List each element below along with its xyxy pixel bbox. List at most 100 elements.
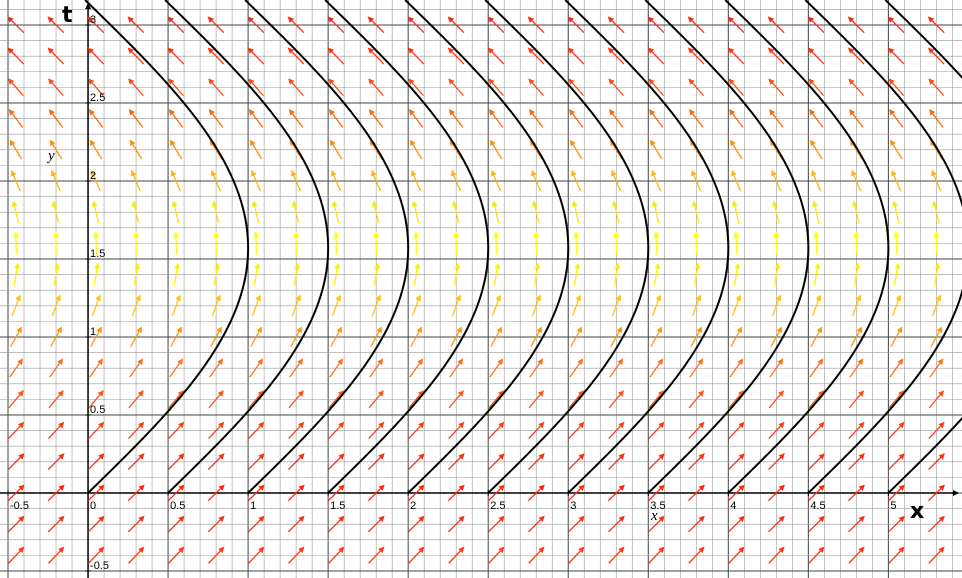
field-arrow	[690, 326, 703, 347]
field-arrow	[127, 16, 145, 34]
field-arrow	[208, 546, 225, 564]
x-tick-label: 1.5	[330, 500, 345, 512]
field-arrow	[328, 546, 345, 564]
field-arrow	[331, 294, 342, 317]
field-arrow	[291, 169, 302, 192]
annotation: x	[650, 508, 658, 524]
field-arrow	[932, 200, 940, 224]
field-arrow	[487, 453, 505, 470]
field-arrow	[848, 47, 865, 65]
field-arrow	[610, 139, 623, 160]
field-arrow	[368, 108, 384, 128]
field-arrow	[493, 231, 500, 255]
field-arrow	[128, 421, 145, 440]
field-arrow	[87, 515, 105, 533]
field-arrow	[647, 484, 665, 502]
field-arrow	[929, 358, 944, 378]
field-arrow	[89, 358, 104, 378]
field-arrow	[409, 139, 423, 160]
field-arrow	[491, 169, 502, 192]
field-arrow	[453, 262, 461, 286]
field-arrow	[487, 484, 505, 502]
field-arrow	[10, 326, 22, 347]
field-arrow	[250, 326, 263, 347]
field-arrow	[648, 546, 665, 564]
field-arrow	[609, 108, 624, 128]
field-arrow	[88, 78, 104, 97]
field-arrow	[768, 546, 785, 564]
field-arrow	[488, 78, 504, 97]
field-arrow	[47, 47, 65, 65]
field-arrow	[890, 326, 903, 347]
field-arrow	[171, 200, 180, 224]
field-arrow	[328, 108, 344, 128]
field-arrow	[689, 358, 704, 378]
field-arrow	[928, 390, 945, 409]
field-arrow	[448, 108, 464, 128]
x-tick-label: 0.5	[170, 500, 185, 512]
field-arrow	[567, 515, 585, 533]
field-arrow	[528, 390, 544, 409]
field-arrow	[527, 453, 545, 470]
field-arrow	[891, 169, 902, 192]
field-arrow	[327, 515, 345, 533]
x-tick-label: 4.5	[810, 500, 825, 512]
field-arrow	[648, 78, 665, 97]
field-arrow	[649, 108, 664, 128]
field-arrow	[728, 515, 745, 533]
field-arrow	[573, 231, 580, 255]
field-arrow	[688, 515, 705, 533]
field-arrow	[9, 139, 23, 160]
field-arrow	[327, 484, 345, 502]
field-arrow	[168, 78, 184, 97]
field-arrow	[333, 262, 341, 286]
field-arrow	[527, 515, 545, 533]
field-arrow	[928, 78, 945, 97]
field-arrow	[809, 108, 824, 128]
field-arrow	[850, 326, 863, 347]
field-arrow	[169, 139, 183, 160]
field-arrow	[408, 546, 425, 564]
field-arrow	[288, 546, 305, 564]
field-arrow	[528, 78, 544, 97]
solution-curve	[404, 0, 570, 494]
field-arrow	[7, 484, 25, 502]
field-arrow	[567, 484, 585, 502]
field-arrow	[168, 421, 185, 440]
field-arrow	[688, 546, 705, 564]
field-arrow	[610, 326, 623, 347]
field-arrow	[51, 200, 60, 224]
field-arrow	[451, 200, 460, 224]
field-arrow	[367, 484, 385, 502]
field-arrow	[567, 47, 585, 65]
x-tick-label: 3	[570, 500, 576, 512]
field-arrow	[291, 294, 302, 317]
field-arrow	[928, 484, 945, 502]
field-arrow	[487, 16, 505, 34]
field-arrow	[888, 484, 905, 502]
field-arrow	[808, 390, 825, 409]
field-arrow	[211, 294, 221, 317]
field-arrow	[490, 326, 503, 347]
field-arrow	[368, 390, 384, 409]
field-arrow	[209, 358, 224, 378]
x-axis-label: x	[910, 499, 924, 524]
field-arrow	[292, 231, 299, 255]
field-arrow	[608, 390, 625, 409]
field-arrow	[731, 294, 742, 317]
field-arrow	[92, 231, 99, 255]
field-arrow	[488, 390, 504, 409]
field-arrow	[448, 78, 464, 97]
field-arrow	[127, 453, 145, 470]
field-arrow	[47, 453, 65, 470]
field-arrow	[528, 108, 544, 128]
field-arrow	[248, 390, 264, 409]
field-arrow	[131, 294, 141, 317]
field-arrow	[127, 484, 145, 502]
field-arrow	[249, 139, 263, 160]
field-arrow	[568, 421, 585, 440]
field-arrow	[611, 169, 622, 192]
field-arrow	[208, 78, 224, 97]
field-arrow	[170, 169, 181, 192]
